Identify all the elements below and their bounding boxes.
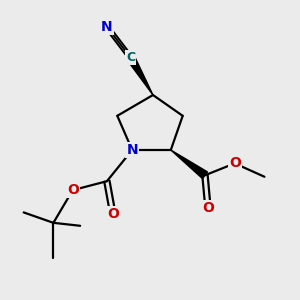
Text: N: N bbox=[101, 20, 113, 34]
Text: N: N bbox=[126, 143, 138, 157]
Polygon shape bbox=[127, 56, 153, 95]
Text: C: C bbox=[126, 51, 135, 64]
Polygon shape bbox=[171, 150, 208, 178]
Text: O: O bbox=[67, 183, 79, 197]
Text: O: O bbox=[202, 201, 214, 215]
Text: O: O bbox=[229, 156, 241, 170]
Text: O: O bbox=[107, 207, 119, 221]
